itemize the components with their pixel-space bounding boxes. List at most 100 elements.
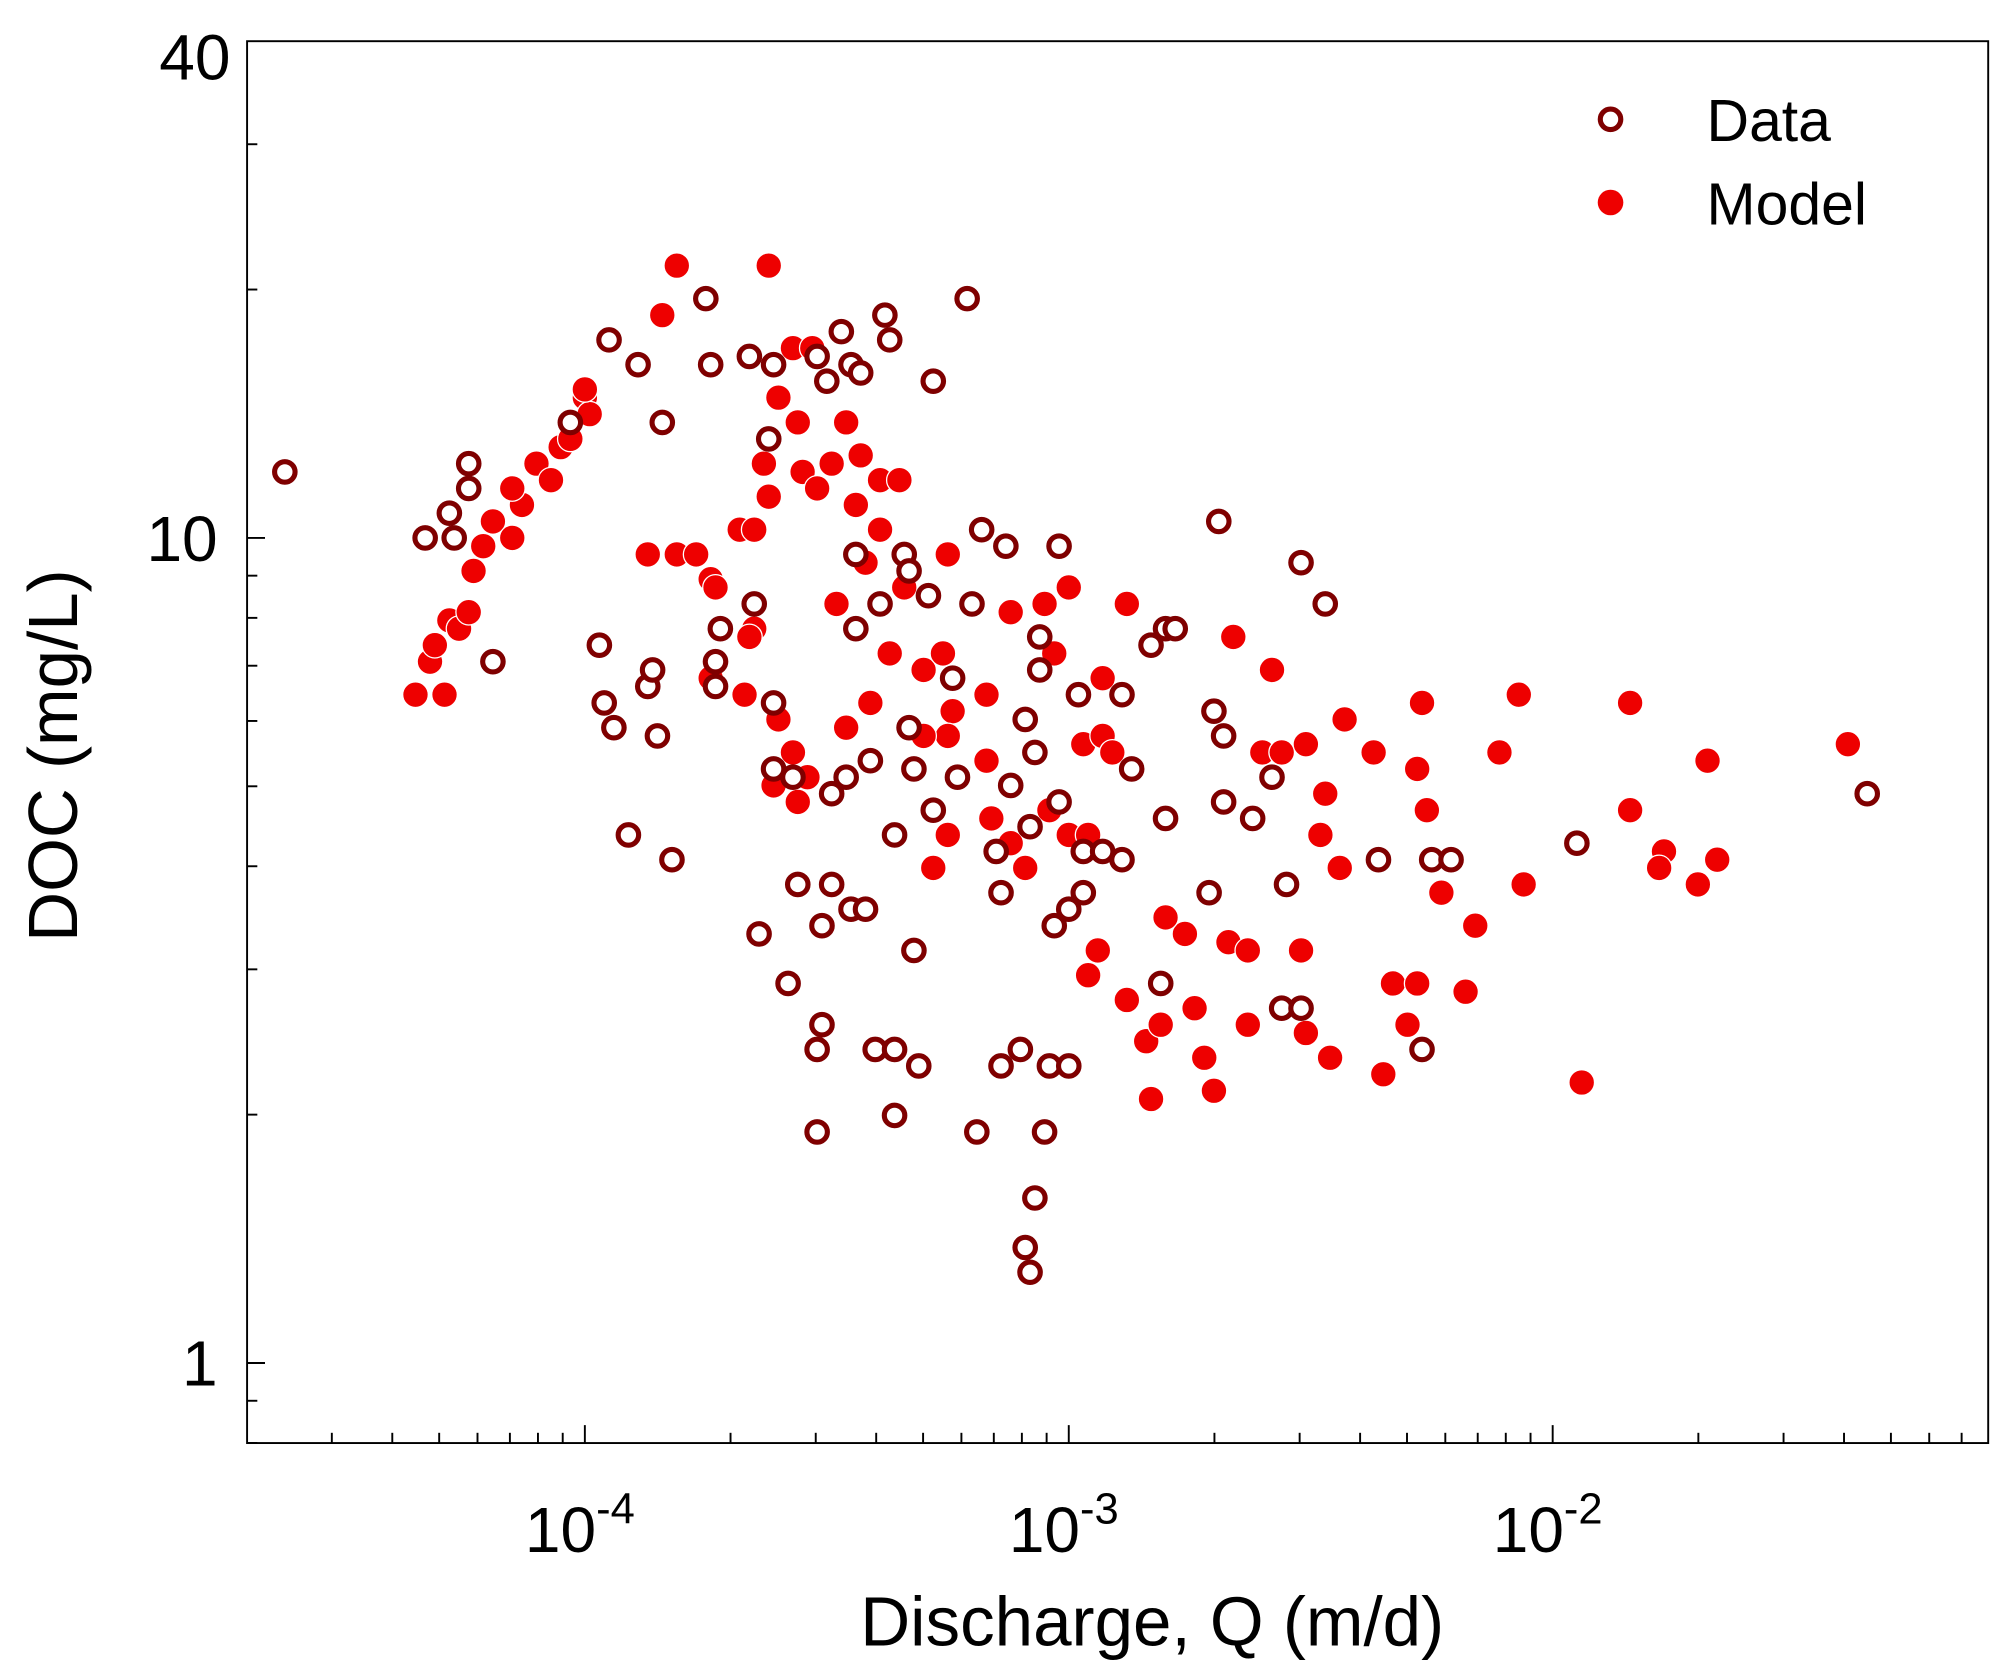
data-point (1409, 1036, 1435, 1063)
data-point (586, 632, 613, 658)
model-point (455, 598, 483, 626)
data-point (480, 648, 506, 675)
data-point (901, 756, 927, 782)
model-point (498, 524, 526, 552)
model-point (1379, 970, 1407, 997)
data-point (1438, 846, 1464, 873)
data-point (881, 822, 908, 848)
model-point (847, 441, 875, 469)
model-point (1684, 871, 1712, 898)
data-point (557, 409, 584, 436)
model-point (939, 697, 967, 725)
data-point (1055, 1053, 1082, 1079)
data-point (1138, 632, 1164, 658)
data-point (455, 450, 482, 477)
model-point (832, 714, 860, 742)
data-point (857, 747, 884, 774)
model-point (1616, 689, 1644, 717)
data-point (1041, 912, 1068, 939)
model-point (1326, 854, 1354, 882)
model-point (934, 722, 962, 750)
model-point (919, 854, 947, 882)
model-point (1369, 1060, 1397, 1088)
model-point (1113, 986, 1141, 1014)
model-point (779, 738, 807, 766)
model-point (731, 681, 758, 709)
data-point (1026, 657, 1053, 683)
data-point (809, 1011, 835, 1038)
data-point (736, 343, 763, 370)
model-point (1181, 994, 1209, 1022)
model-point (934, 540, 962, 568)
y-axis-label: DOC (mg/L) (14, 569, 92, 942)
data-point (872, 302, 898, 328)
model-point (1084, 937, 1112, 964)
model-point (823, 590, 850, 618)
data-point (954, 285, 980, 312)
data-point (741, 591, 768, 617)
data-point (843, 615, 869, 642)
data-point (1031, 1119, 1058, 1145)
model-point (431, 681, 458, 709)
data-point (915, 582, 942, 609)
model-point (876, 639, 904, 667)
model-point (1055, 573, 1083, 601)
data-series (272, 285, 1881, 1286)
model-point (1137, 1085, 1165, 1113)
data-point (755, 426, 782, 452)
data-point (1239, 805, 1266, 832)
data-point (896, 558, 922, 584)
data-point (959, 591, 985, 617)
data-point (775, 970, 801, 997)
model-point (1258, 656, 1286, 684)
model-point (469, 532, 497, 560)
legend-model-label: Model (1707, 172, 1867, 237)
model-point (973, 681, 1000, 709)
model-point (740, 516, 768, 544)
data-point (1109, 681, 1135, 708)
model-point (1427, 879, 1455, 907)
model-point (832, 408, 860, 436)
data-point (1026, 624, 1053, 650)
model-point (1694, 747, 1721, 775)
model-point (856, 689, 884, 717)
model-point (973, 747, 1000, 775)
data-point (881, 1102, 908, 1129)
model-point (1098, 738, 1126, 766)
y-tick-label: 1 (182, 1327, 218, 1399)
model-point (1645, 854, 1673, 882)
data-point (920, 797, 947, 823)
data-point (1065, 681, 1092, 708)
model-point (1200, 1077, 1228, 1105)
data-point (1022, 739, 1048, 766)
data-point (1022, 1185, 1048, 1211)
model-point (818, 450, 846, 478)
data-point (441, 525, 468, 551)
data-point (1196, 879, 1222, 906)
model-point (1394, 1011, 1421, 1039)
data-point (644, 723, 671, 749)
legend-data-marker (1597, 106, 1624, 133)
model-point (421, 631, 449, 659)
data-point (1201, 698, 1227, 724)
x-tick-label: 10-2 (1493, 1486, 1603, 1566)
model-point (1703, 846, 1731, 874)
model-point (571, 375, 599, 403)
x-tick-label: 10-4 (525, 1486, 635, 1566)
data-point (455, 475, 482, 502)
data-point (1259, 764, 1285, 790)
model-point (402, 681, 429, 709)
model-point (1287, 937, 1315, 964)
model-point (1234, 937, 1262, 964)
data-point (1017, 813, 1043, 840)
model-point (735, 623, 763, 651)
model-point (1292, 730, 1320, 758)
model-point (764, 384, 792, 412)
axis-ticks (247, 143, 1963, 1444)
data-point (1312, 591, 1339, 617)
model-point (1510, 871, 1538, 898)
model-point (1011, 854, 1039, 882)
data-point (1288, 995, 1314, 1022)
model-point (1292, 1019, 1320, 1047)
